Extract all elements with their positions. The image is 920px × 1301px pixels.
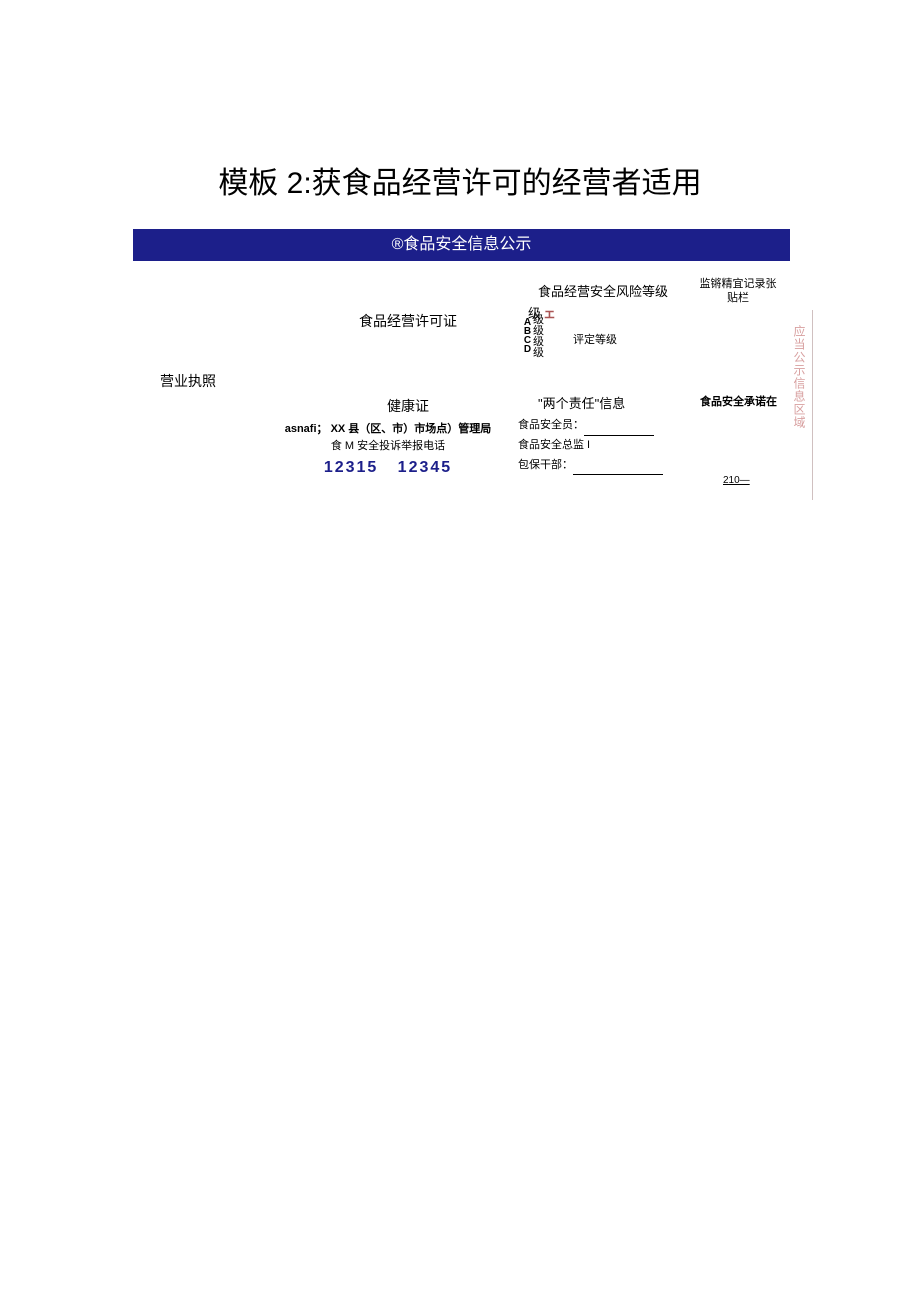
two-responsibility-lines: 食品安全员： 食品安全总监 I 包保干部： xyxy=(518,416,663,475)
commitment-label: 食品安全承诺在 xyxy=(700,393,777,409)
baobao-line: 包保干部： xyxy=(518,456,663,476)
business-license-label: 营业执照 xyxy=(143,371,233,391)
contact-prefix: asnafi； xyxy=(285,423,328,435)
baobao-underline xyxy=(573,474,663,475)
eval-label: 评定等级 xyxy=(573,331,617,347)
director-line: 食品安全总监 I xyxy=(518,436,663,456)
officer-line: 食品安全员： xyxy=(518,416,663,436)
food-license-label: 食品经营许可证 xyxy=(308,311,508,331)
risk-abcd: ABCD xyxy=(522,317,533,353)
contact-block: asnafi； XX 县（区、市）市场点）管理局 食 M 安全投诉举报电话 12… xyxy=(268,421,508,480)
phone1: 12315 xyxy=(324,459,379,476)
banner-header: ®食品安全信息公示 xyxy=(133,229,790,261)
two-responsibility-title: "两个责任"信息 xyxy=(538,393,625,412)
contact-org: XX 县（区、市）市场点）管理局 xyxy=(331,423,492,435)
side-vertical-line xyxy=(812,310,813,500)
officer-underline xyxy=(584,435,654,436)
page-title: 模板 2:获食品经营许可的经营者适用 xyxy=(0,158,920,202)
baobao-label: 包保干部： xyxy=(518,459,573,471)
phone2: 12345 xyxy=(398,459,453,476)
side-vertical-text: 应当公示信息区域 xyxy=(794,325,808,429)
bottom-number: 210— xyxy=(723,475,750,486)
contact-line2: 食 M 安全投诉举报电话 xyxy=(268,438,508,455)
risk-title: 食品经营安全风险等级 xyxy=(518,281,688,300)
risk-grades: 级级级级 xyxy=(533,315,545,359)
supervision-title: 监锵精宜记录张贴栏 xyxy=(698,277,778,306)
contact-line1: asnafi； XX 县（区、市）市场点）管理局 xyxy=(268,421,508,438)
contact-phones: 12315 12345 xyxy=(268,456,508,480)
officer-label: 食品安全员： xyxy=(518,419,584,431)
health-cert-label: 健康证 xyxy=(308,396,508,416)
